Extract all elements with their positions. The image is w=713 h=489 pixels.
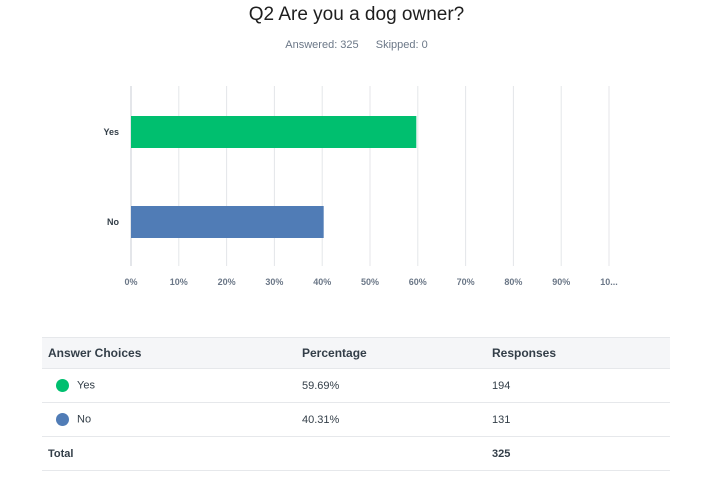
table-row: No 40.31% 131: [42, 402, 670, 437]
category-label: No: [107, 217, 119, 227]
responses-cell: 194: [486, 368, 670, 403]
choice-cell: No: [42, 402, 296, 437]
table-header-row: Answer Choices Percentage Responses: [42, 337, 670, 369]
header-percentage: Percentage: [296, 337, 486, 369]
choice-label: No: [77, 413, 92, 426]
responses-cell: 131: [486, 402, 670, 437]
bar-yes: [131, 116, 417, 148]
x-tick-label: 90%: [552, 277, 570, 287]
x-tick-label: 80%: [504, 277, 522, 287]
x-tick-label: 70%: [457, 277, 475, 287]
x-tick-label: 60%: [409, 277, 427, 287]
total-label: Total: [42, 436, 296, 471]
x-tick-label: 30%: [265, 277, 283, 287]
x-tick-label: 40%: [313, 277, 331, 287]
header-answer-choices: Answer Choices: [42, 337, 296, 369]
response-summary: Answered: 325 Skipped: 0: [0, 39, 713, 51]
total-responses: 325: [486, 436, 670, 471]
skipped-count: Skipped: 0: [375, 39, 428, 51]
x-tick-label: 50%: [361, 277, 379, 287]
results-table: Answer Choices Percentage Responses Yes …: [42, 337, 670, 471]
x-tick-label: 20%: [218, 277, 236, 287]
category-label: Yes: [103, 127, 119, 137]
table-row: Yes 59.69% 194: [42, 368, 670, 403]
question-title: Q2 Are you a dog owner?: [248, 4, 465, 25]
answered-count: Answered: 325: [285, 39, 359, 51]
x-tick-label: 10...: [600, 277, 618, 287]
total-percentage-cell: [296, 436, 486, 471]
choice-color-dot: [56, 413, 69, 426]
x-tick-label: 0%: [124, 277, 137, 287]
x-tick-label: 10%: [170, 277, 188, 287]
bar-chart: 0% 10% 20% 30% 40% 50% 60% 70% 80% 90% 10... Yes No: [103, 86, 618, 287]
choice-label: Yes: [77, 379, 95, 392]
percentage-cell: 40.31%: [296, 402, 486, 437]
header-responses: Responses: [486, 337, 670, 369]
percentage-cell: 59.69%: [296, 368, 486, 403]
choice-cell: Yes: [42, 368, 296, 403]
choice-color-dot: [56, 379, 69, 392]
bar-no: [131, 206, 324, 238]
total-row: Total 325: [42, 436, 670, 471]
